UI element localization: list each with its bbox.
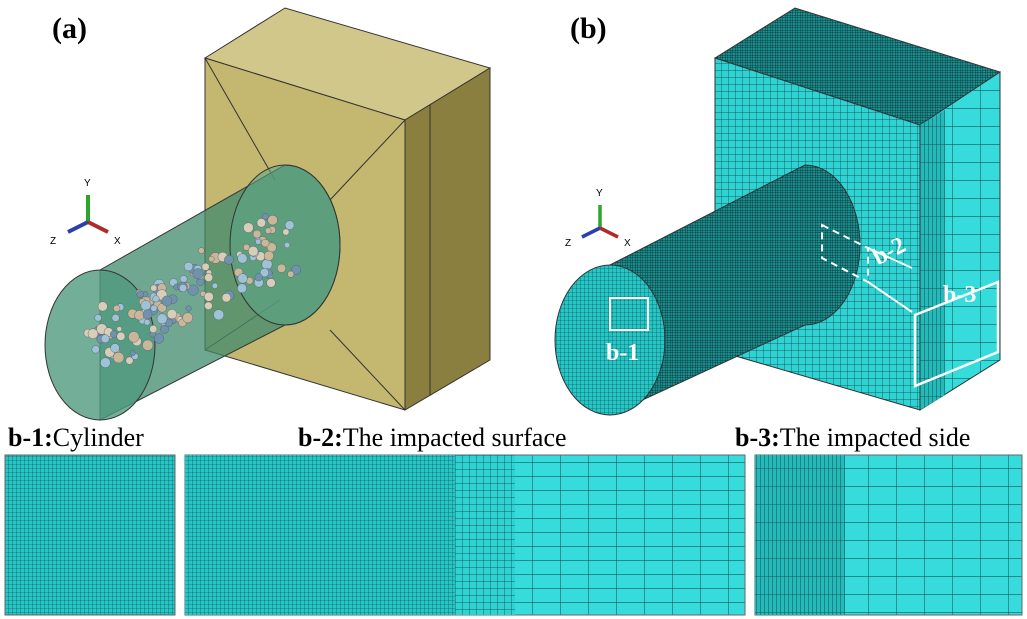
particle	[100, 358, 110, 368]
particle	[257, 218, 266, 227]
particle	[128, 332, 139, 343]
particle	[95, 315, 102, 322]
particle	[184, 262, 193, 271]
particle	[265, 228, 271, 234]
axis-triad: Y Z X	[50, 178, 121, 247]
axis-label: Z	[565, 238, 571, 249]
block-side	[405, 68, 490, 410]
particle	[98, 302, 107, 311]
particle	[243, 223, 253, 233]
particle	[144, 319, 150, 325]
particle	[212, 283, 218, 289]
particle	[112, 314, 119, 321]
particle	[141, 300, 151, 310]
particle	[248, 246, 258, 256]
region-label: b-3	[943, 282, 976, 308]
particle	[205, 274, 213, 282]
axis-label: Y	[596, 188, 603, 199]
axis-label: X	[624, 238, 631, 249]
detail-mesh	[185, 455, 745, 615]
particle	[117, 327, 122, 332]
particle	[262, 259, 272, 269]
particle	[209, 256, 215, 262]
particle	[202, 263, 209, 270]
particle	[151, 305, 157, 311]
particle	[117, 332, 125, 340]
particle	[237, 284, 246, 293]
particle	[214, 310, 224, 320]
particle	[261, 239, 269, 247]
particle	[179, 284, 187, 292]
region-label: b-1	[606, 340, 639, 366]
particle	[151, 285, 157, 291]
particle	[142, 340, 153, 351]
axis-label: X	[114, 236, 121, 247]
caption: b-1:Cylinder	[8, 423, 144, 452]
particle	[204, 292, 213, 301]
particle	[264, 251, 274, 261]
particle	[92, 346, 100, 354]
caption-id: b-1:	[8, 423, 53, 452]
particle	[143, 310, 152, 319]
particle	[130, 351, 135, 356]
particle	[110, 331, 117, 338]
panel-label: (a)	[52, 12, 87, 45]
particle	[157, 314, 167, 324]
particle	[255, 239, 260, 244]
particle	[180, 275, 187, 282]
detail-mesh	[755, 455, 1022, 615]
panel-b: (b) b-1 b-2 b-3 Y Z X	[555, 8, 1000, 415]
caption-text: Cylinder	[53, 423, 144, 452]
particle	[238, 274, 248, 284]
particle	[285, 221, 294, 230]
particle	[277, 264, 286, 273]
particle	[162, 296, 172, 306]
particle	[111, 344, 120, 353]
caption-text: The impacted side	[780, 423, 971, 452]
particle	[113, 305, 120, 312]
particle	[101, 335, 109, 343]
particle	[224, 255, 233, 264]
axis-label: Z	[50, 236, 56, 247]
particle	[268, 215, 278, 225]
caption: b-2:The impacted surface	[298, 423, 567, 452]
detail-mesh	[5, 455, 175, 615]
particle	[153, 296, 160, 303]
particle	[288, 271, 294, 277]
particle	[167, 309, 177, 319]
caption-text: The impacted surface	[343, 423, 567, 452]
particle	[137, 291, 144, 298]
panel-label: (b)	[570, 12, 607, 45]
particle	[88, 329, 98, 339]
caption: b-3:The impacted side	[735, 423, 970, 452]
caption-id: b-3:	[735, 423, 780, 452]
axis-triad: Y Z X	[565, 188, 631, 249]
particle	[183, 313, 193, 323]
particle	[222, 293, 231, 302]
block-side-dense	[920, 110, 945, 410]
particle	[186, 306, 192, 312]
particle	[150, 325, 157, 332]
axis-label: Y	[84, 178, 91, 189]
particle	[284, 242, 290, 248]
caption-id: b-2:	[298, 423, 343, 452]
particle	[126, 357, 133, 364]
particle	[113, 352, 124, 363]
particle	[193, 269, 203, 279]
panel-a: (a) Y Z X	[45, 8, 490, 420]
figure: (a) Y Z X (b) b-1 b-2 b-3	[0, 0, 1027, 619]
particle	[267, 279, 276, 288]
particle	[205, 302, 213, 310]
particle	[283, 229, 289, 235]
particle	[253, 230, 261, 238]
particle	[198, 248, 204, 254]
particle	[238, 254, 248, 264]
particle	[255, 274, 263, 282]
